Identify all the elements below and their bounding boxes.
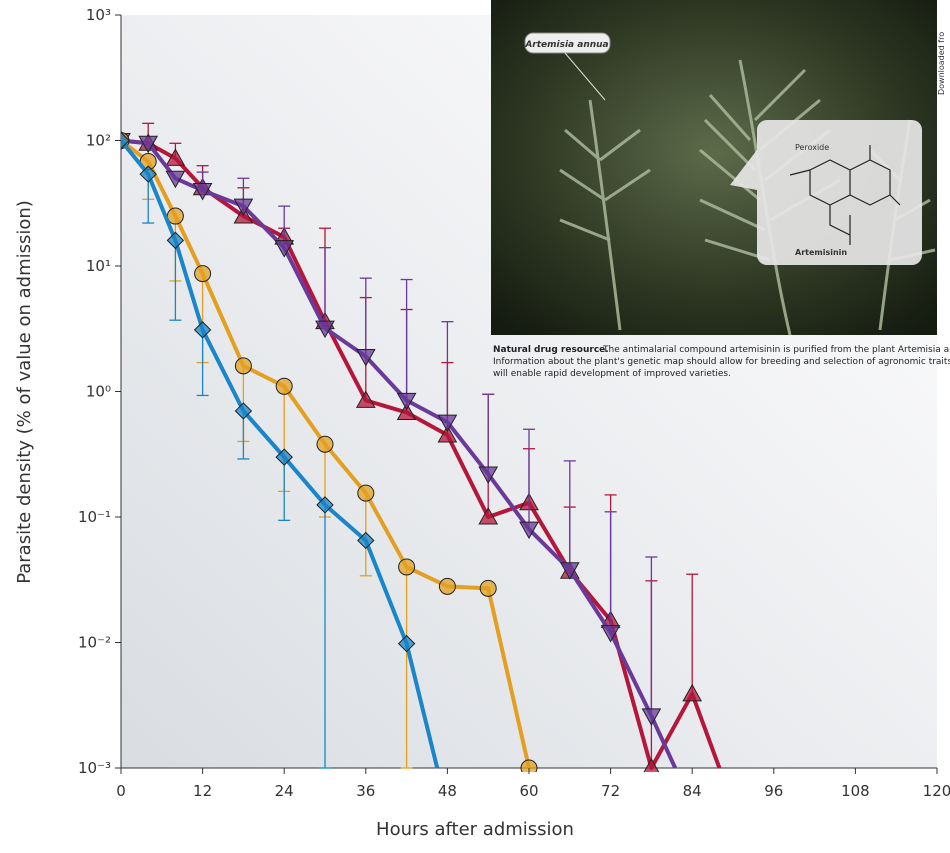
- marker: [358, 485, 374, 501]
- inset: Artemisia annua Peroxide Artemisinin Dow…: [491, 0, 950, 379]
- x-tick-label: 84: [683, 782, 702, 800]
- x-tick-label: 12: [193, 782, 212, 800]
- y-tick-label: 10³: [86, 6, 111, 24]
- x-tick-label: 36: [356, 782, 375, 800]
- caption-bold: Natural drug resource.: [493, 345, 609, 355]
- x-tick-label: 96: [764, 782, 783, 800]
- plant-label: Artemisia annua: [524, 40, 608, 50]
- y-tick-label: 10²: [86, 132, 111, 150]
- marker: [235, 358, 251, 374]
- x-tick-label: 0: [116, 782, 126, 800]
- y-tick-label: 10¹: [86, 257, 111, 275]
- marker: [276, 378, 292, 394]
- x-axis-title: Hours after admission: [376, 819, 574, 840]
- x-tick-label: 24: [275, 782, 294, 800]
- peroxide-label: Peroxide: [795, 143, 829, 152]
- y-axis-title: Parasite density (% of value on admissio…: [14, 200, 35, 584]
- y-tick-label: 10⁻²: [78, 634, 111, 652]
- y-tick-label: 10⁰: [86, 383, 111, 401]
- x-tick-label: 60: [519, 782, 538, 800]
- x-tick-label: 120: [923, 782, 950, 800]
- caption-line: The antimalarial compound artemisinin is…: [602, 345, 950, 355]
- caption-line: will enable rapid development of improve…: [493, 369, 731, 379]
- marker: [439, 578, 455, 594]
- marker: [399, 559, 415, 575]
- marker: [195, 266, 211, 282]
- y-tick-label: 10⁻³: [78, 759, 111, 777]
- y-tick-label: 10⁻¹: [78, 508, 111, 526]
- compound-label: Artemisinin: [795, 248, 847, 257]
- marker: [317, 436, 333, 452]
- side-text: Downloaded fro: [937, 32, 946, 95]
- x-tick-label: 48: [438, 782, 457, 800]
- x-tick-label: 108: [841, 782, 870, 800]
- caption-line: Information about the plant's genetic ma…: [493, 357, 950, 367]
- chart: Artemisia annua Peroxide Artemisinin Dow…: [0, 0, 950, 849]
- x-tick-label: 72: [601, 782, 620, 800]
- marker: [480, 580, 496, 596]
- molecule-box: [757, 120, 922, 265]
